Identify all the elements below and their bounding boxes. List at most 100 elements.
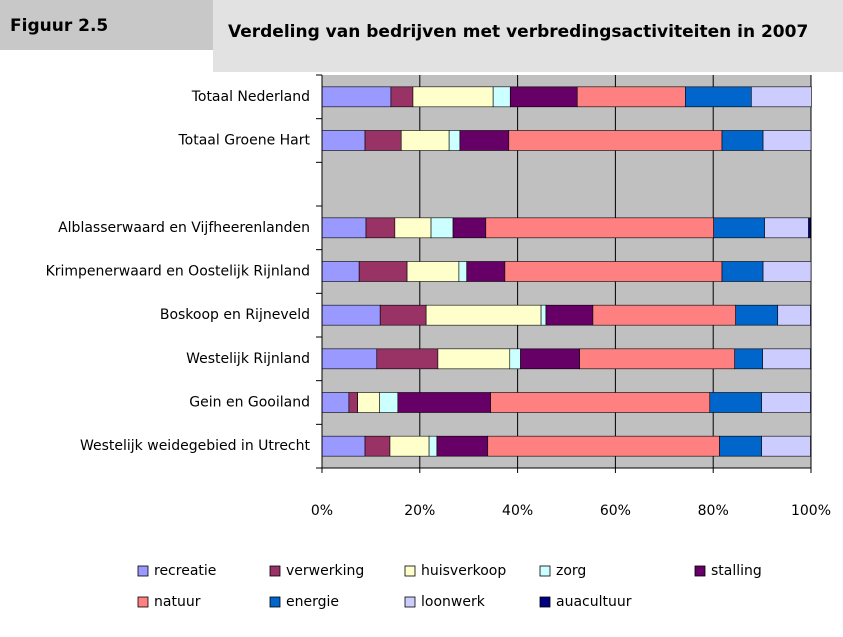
legend-swatch bbox=[539, 596, 551, 608]
legend-swatch bbox=[137, 565, 149, 577]
bar-segment bbox=[321, 130, 366, 151]
bar-segment bbox=[459, 130, 510, 151]
bar-segment bbox=[436, 435, 489, 457]
bar-segment bbox=[394, 217, 432, 239]
bar-segment bbox=[400, 130, 450, 151]
bar-segment bbox=[487, 435, 720, 457]
y-tick-label: Alblasserwaard en Vijfheerenlanden bbox=[58, 220, 310, 236]
y-tick-label: Krimpenerwaard en Oostelijk Rijnland bbox=[46, 264, 310, 280]
legend-swatch bbox=[269, 596, 281, 608]
bar-segment bbox=[452, 217, 487, 239]
bar-segment bbox=[509, 348, 521, 370]
bar-segment bbox=[348, 392, 358, 413]
bar-segment bbox=[490, 392, 711, 413]
bar-segment bbox=[713, 217, 765, 239]
bar-segment bbox=[389, 435, 430, 457]
legend-label: natuur bbox=[154, 594, 201, 610]
bar-segment bbox=[425, 304, 542, 326]
bar-segment bbox=[579, 348, 736, 370]
bar-segment bbox=[762, 261, 812, 282]
bar-segment bbox=[321, 304, 381, 326]
chart-title: Verdeling van bedrijven met verbredingsa… bbox=[213, 0, 843, 72]
bar-segment bbox=[761, 392, 811, 413]
bar-segment bbox=[492, 86, 511, 108]
legend-swatch bbox=[694, 565, 706, 577]
bar-segment bbox=[437, 348, 511, 370]
legend-label: verwerking bbox=[286, 563, 364, 579]
bar-segment bbox=[721, 261, 764, 282]
bar-segment bbox=[390, 86, 414, 108]
y-tick-label: Westelijk Rijnland bbox=[186, 351, 310, 367]
bar-segment bbox=[321, 86, 392, 108]
bar-segment bbox=[751, 86, 812, 108]
x-tick-label: 0% bbox=[311, 503, 333, 519]
legend-label: stalling bbox=[711, 563, 762, 579]
bar-segment bbox=[762, 348, 811, 370]
bar-segment bbox=[321, 435, 366, 457]
bar-segment bbox=[764, 217, 809, 239]
bar-segment bbox=[321, 348, 378, 370]
figure-label: Figuur 2.5 bbox=[0, 0, 213, 50]
legend-label: recreatie bbox=[154, 563, 216, 579]
bar-segment bbox=[358, 261, 408, 282]
legend-swatch bbox=[269, 565, 281, 577]
bar-segment bbox=[428, 435, 438, 457]
x-tick-label: 60% bbox=[600, 503, 631, 519]
bar-segment bbox=[485, 217, 714, 239]
legend-label: energie bbox=[286, 594, 339, 610]
legend-swatch bbox=[137, 596, 149, 608]
bar-segment bbox=[458, 261, 468, 282]
y-tick-label: Gein en Gooiland bbox=[189, 395, 310, 411]
bar-segment bbox=[504, 261, 723, 282]
legend-swatch bbox=[404, 565, 416, 577]
y-tick-label: Totaal Groene Hart bbox=[178, 133, 311, 149]
legend-label: auacultuur bbox=[556, 594, 632, 610]
bar-segment bbox=[719, 435, 762, 457]
legend-label: huisverkoop bbox=[421, 563, 506, 579]
bar-segment bbox=[721, 130, 764, 151]
legend-label: zorg bbox=[556, 563, 586, 579]
y-tick-label: Boskoop en Rijneveld bbox=[160, 307, 310, 323]
bar-segment bbox=[735, 304, 779, 326]
bar-segment bbox=[709, 392, 762, 413]
legend-label: loonwerk bbox=[421, 594, 486, 610]
bar-segment bbox=[448, 130, 461, 151]
bar-segment bbox=[777, 304, 811, 326]
bar-segment bbox=[357, 392, 381, 413]
bar-segment bbox=[430, 217, 454, 239]
bar-segment bbox=[379, 392, 399, 413]
bar-segment bbox=[545, 304, 594, 326]
bar-segment bbox=[761, 435, 811, 457]
legend-swatch bbox=[404, 596, 416, 608]
x-tick-label: 20% bbox=[404, 503, 435, 519]
x-tick-label: 80% bbox=[698, 503, 729, 519]
bar-segment bbox=[508, 130, 723, 151]
legend-swatch bbox=[539, 565, 551, 577]
bar-segment bbox=[365, 217, 396, 239]
bar-segment bbox=[364, 435, 391, 457]
bar-segment bbox=[734, 348, 763, 370]
x-tick-label: 100% bbox=[791, 503, 831, 519]
bar-segment bbox=[379, 304, 427, 326]
x-tick-label: 40% bbox=[502, 503, 533, 519]
bar-segment bbox=[321, 217, 367, 239]
bar-segment bbox=[540, 304, 547, 326]
bar-segment bbox=[406, 261, 460, 282]
bar-segment bbox=[808, 217, 811, 239]
bar-segment bbox=[762, 130, 812, 151]
bar-segment bbox=[520, 348, 581, 370]
bar-segment bbox=[397, 392, 492, 413]
bar-segment bbox=[376, 348, 439, 370]
bar-segment bbox=[685, 86, 752, 108]
bar-segment bbox=[509, 86, 578, 108]
bar-segment bbox=[466, 261, 506, 282]
bar-segment bbox=[412, 86, 494, 108]
y-tick-label: Totaal Nederland bbox=[191, 89, 310, 105]
bar-segment bbox=[576, 86, 686, 108]
bar-segment bbox=[321, 392, 350, 413]
y-tick-label: Westelijk weidegebied in Utrecht bbox=[80, 438, 311, 454]
bar-segment bbox=[364, 130, 402, 151]
bar-segment bbox=[321, 261, 360, 282]
